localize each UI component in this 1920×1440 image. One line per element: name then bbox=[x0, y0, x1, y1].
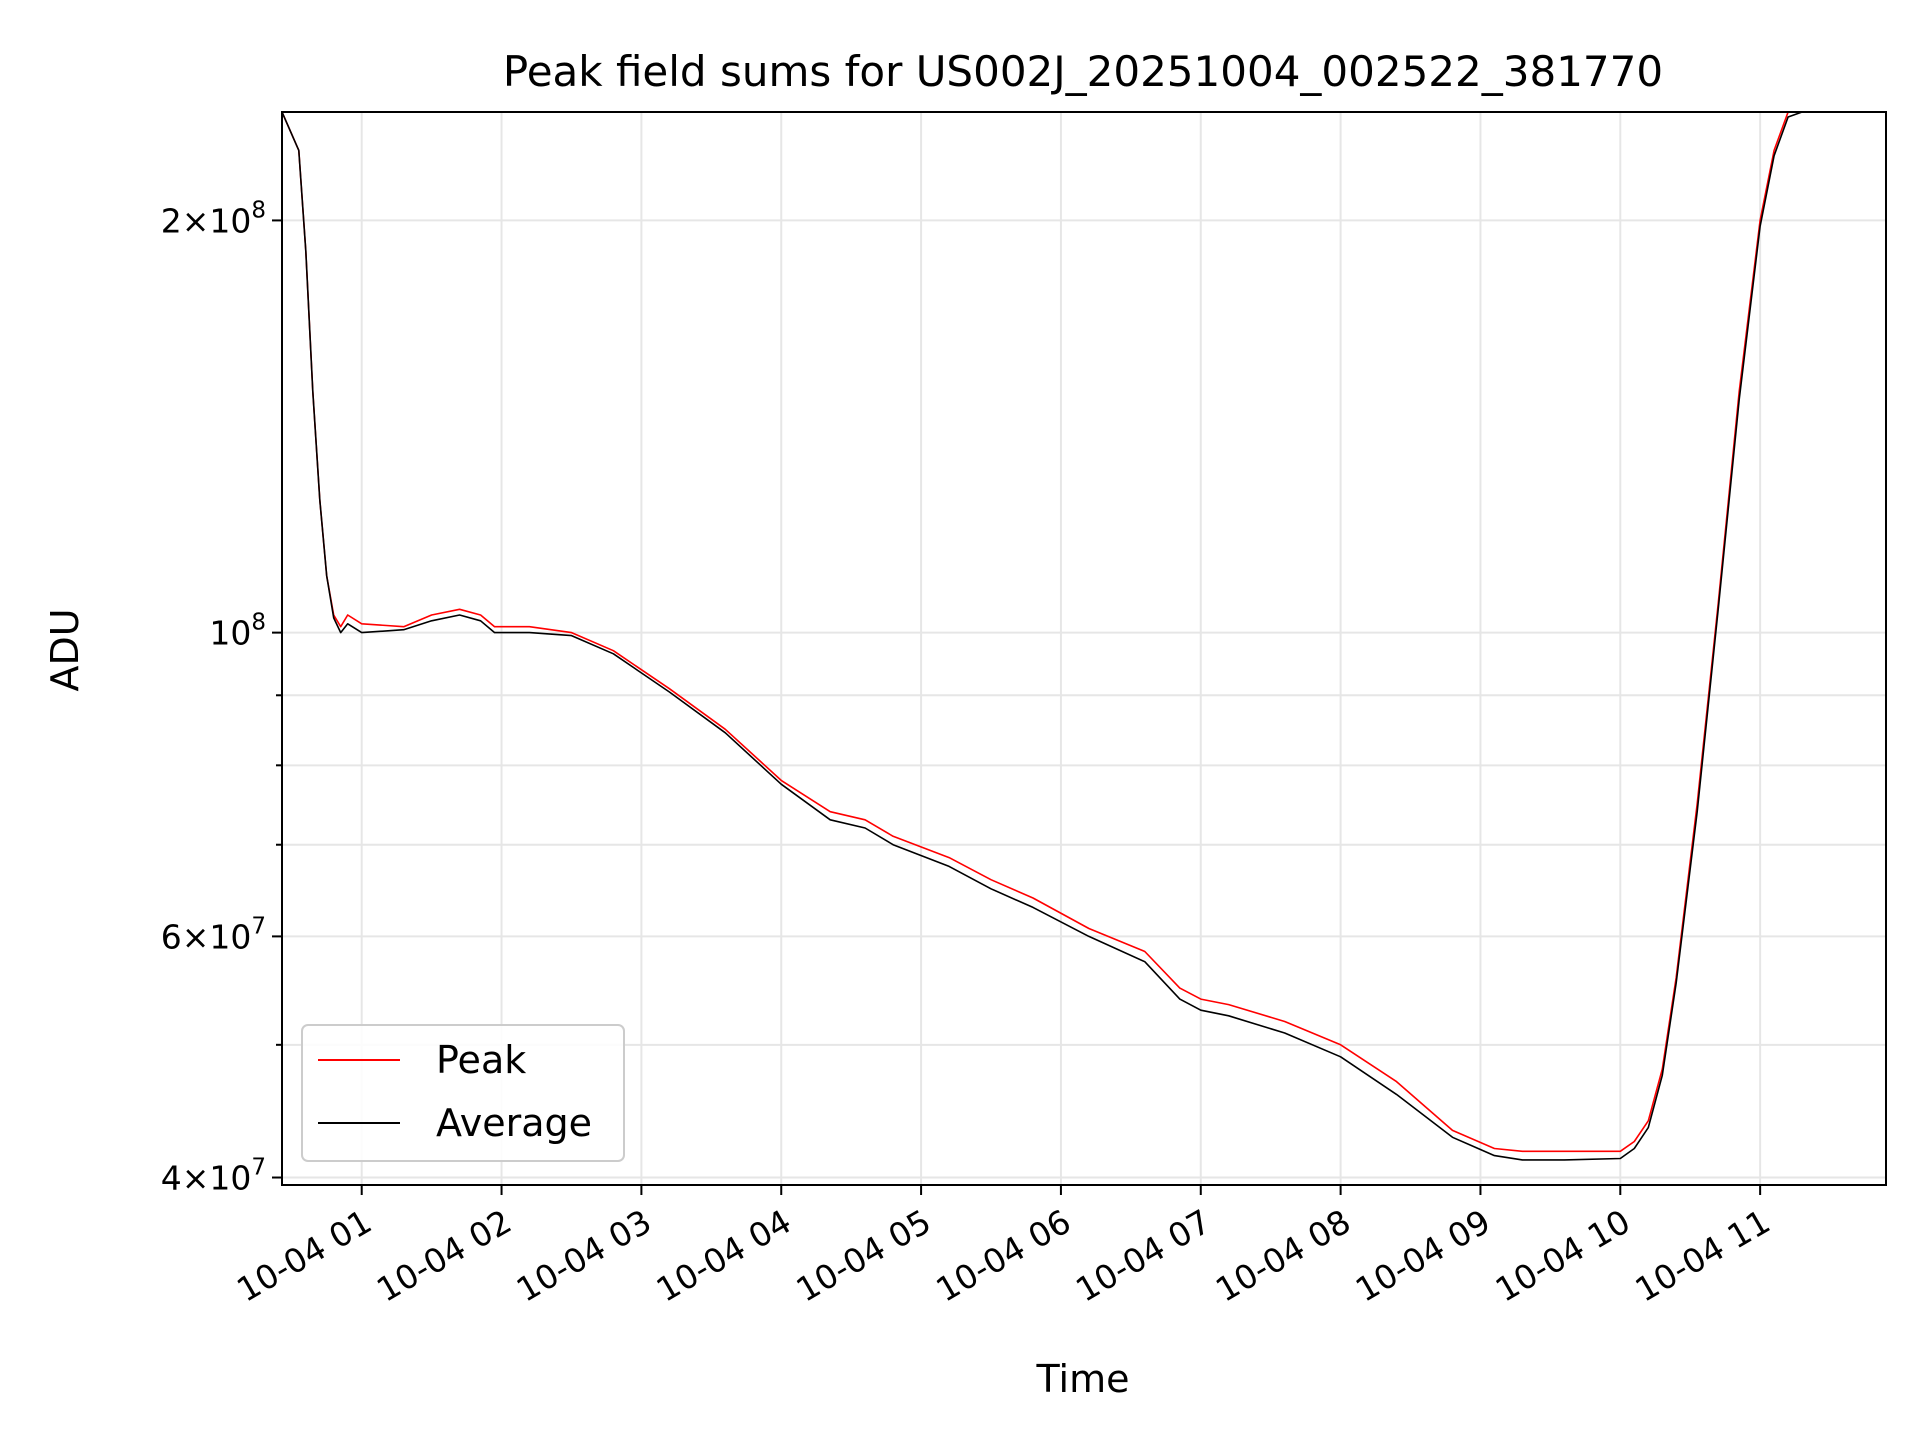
legend-average-label: Average bbox=[436, 1101, 592, 1145]
series-line-average bbox=[282, 112, 1886, 1161]
y-tick-label: 108 bbox=[209, 610, 266, 653]
legend-peak-label: Peak bbox=[436, 1038, 526, 1082]
legend: Peak Average bbox=[301, 1024, 625, 1162]
y-tick-label: 4×107 bbox=[161, 1155, 266, 1198]
chart-title: Peak field sums for US002J_20251004_0025… bbox=[503, 47, 1663, 96]
grid bbox=[282, 112, 1886, 1185]
y-axis-label: ADU bbox=[43, 608, 87, 691]
axes-frame bbox=[281, 111, 1887, 1186]
y-tick-label: 6×107 bbox=[161, 913, 266, 956]
x-axis-label: Time bbox=[1036, 1357, 1130, 1401]
plot-area bbox=[282, 112, 1886, 1161]
y-tick-label: 2×108 bbox=[161, 197, 266, 240]
